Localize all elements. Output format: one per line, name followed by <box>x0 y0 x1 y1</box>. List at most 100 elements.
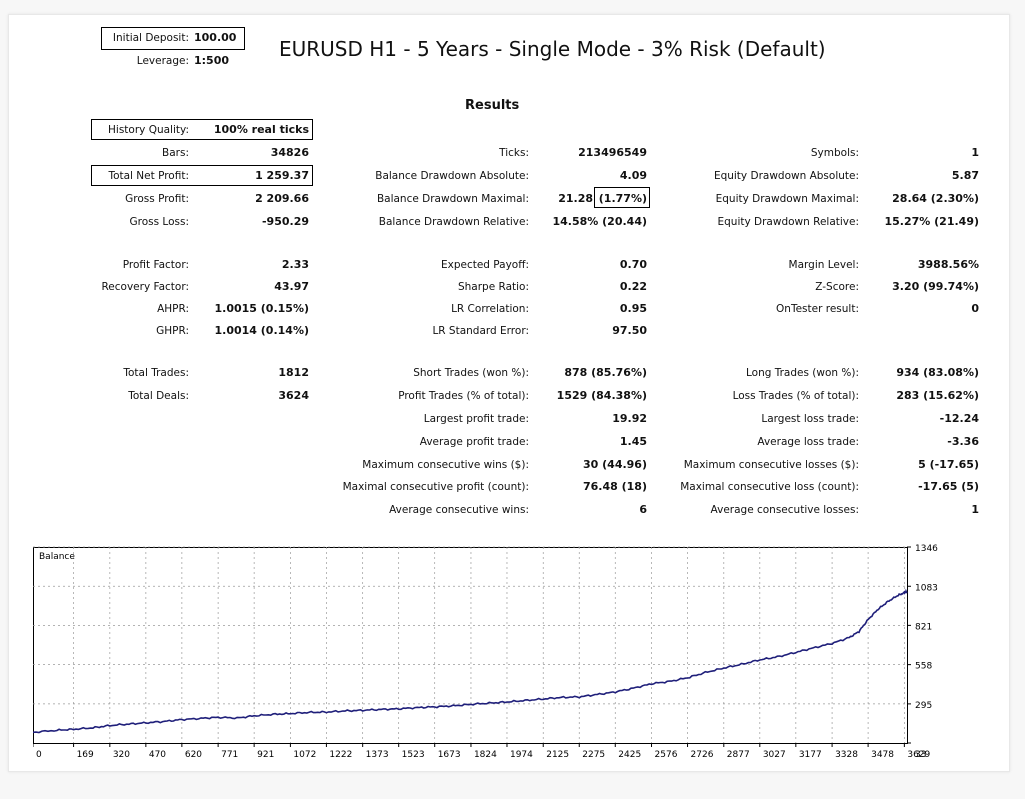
stat-label: Ticks: <box>499 147 529 159</box>
y-tick-label: 1346 <box>915 544 938 554</box>
stat-value: 28.64 (2.30%) <box>892 192 979 205</box>
x-tick-label: 921 <box>257 750 274 760</box>
stat-value: -950.29 <box>261 215 309 228</box>
stat-value: 934 (83.08%) <box>896 366 979 379</box>
stat-value: 6 <box>639 503 647 516</box>
stat-label: Equity Drawdown Absolute: <box>713 170 859 182</box>
stat-label: Average loss trade: <box>757 436 859 448</box>
x-tick-label: 169 <box>77 750 94 760</box>
stat-value: 100% real ticks <box>213 123 309 136</box>
x-tick-label: 2877 <box>727 750 750 760</box>
stat-value: -3.36 <box>947 435 979 448</box>
stat-value: 0.70 <box>619 258 647 271</box>
stat-label: Gross Profit: <box>125 193 189 205</box>
stat-label: Average profit trade: <box>419 436 529 448</box>
stat-value: 97.50 <box>612 324 647 337</box>
results-title: Results <box>465 98 520 113</box>
balance-dd-max-pct-box <box>594 187 650 208</box>
stat-label: Sharpe Ratio: <box>457 281 529 293</box>
stat-value: 3.20 (99.74%) <box>892 280 979 293</box>
x-tick-label: 320 <box>113 750 130 760</box>
stat-value-pct: (1.77%) <box>598 192 647 205</box>
stat-label: Bars: <box>162 147 189 159</box>
stat-value: 21.28 <box>558 192 593 205</box>
y-tick-label: 821 <box>915 622 932 632</box>
x-tick-label: 0 <box>36 750 42 760</box>
stat-value: 213496549 <box>578 146 647 159</box>
stat-label: Recovery Factor: <box>101 281 189 293</box>
x-tick-label: 771 <box>221 750 238 760</box>
stat-value: 0.95 <box>619 302 647 315</box>
stat-label: Expected Payoff: <box>440 259 529 271</box>
chart-frame <box>33 547 908 744</box>
stat-value: 0.22 <box>619 280 647 293</box>
stat-value: 2 209.66 <box>255 192 309 205</box>
stat-value: 1.0014 (0.14%) <box>214 324 310 337</box>
x-tick-label: 2726 <box>691 750 714 760</box>
y-tick-label: 295 <box>915 701 932 711</box>
stat-label: Largest profit trade: <box>423 413 529 425</box>
stat-value: 0 <box>971 302 979 315</box>
stat-value: 19.92 <box>612 412 647 425</box>
stat-label: Largest loss trade: <box>761 413 859 425</box>
x-tick-label: 1523 <box>402 750 425 760</box>
stat-label: Total Deals: <box>128 390 189 402</box>
stat-label: Total Trades: <box>123 367 189 379</box>
stat-value: 30 (44.96) <box>583 458 647 471</box>
stat-label: Maximum consecutive losses ($): <box>683 459 859 471</box>
x-tick-label: 1222 <box>329 750 352 760</box>
stat-value: 1812 <box>278 366 309 379</box>
stat-label: OnTester result: <box>776 303 859 315</box>
stat-label: Balance Drawdown Maximal: <box>376 193 529 205</box>
stat-value: 5 (-17.65) <box>918 458 979 471</box>
initial-deposit-box <box>101 27 245 50</box>
report-card: Initial Deposit: 100.00 Leverage: 1:500 … <box>8 14 1010 772</box>
stat-label: Average consecutive wins: <box>389 504 529 516</box>
stat-value: 1 <box>971 146 979 159</box>
page-title: EURUSD H1 - 5 Years - Single Mode - 3% R… <box>279 37 826 61</box>
stat-value: 34826 <box>270 146 309 159</box>
history-quality-box <box>91 119 313 140</box>
x-tick-label: 2576 <box>655 750 678 760</box>
stat-label: Gross Loss: <box>129 216 190 228</box>
stat-label: Average consecutive losses: <box>710 504 859 516</box>
stat-label: Z-Score: <box>815 281 859 293</box>
stat-label: LR Correlation: <box>451 303 529 315</box>
stat-value: -17.65 (5) <box>918 480 979 493</box>
stat-label: Equity Drawdown Relative: <box>717 216 859 228</box>
stat-label: Loss Trades (% of total): <box>732 390 859 402</box>
stat-label: Total Net Profit: <box>108 170 189 182</box>
stat-label: LR Standard Error: <box>432 325 529 337</box>
x-tick-label: 1673 <box>438 750 461 760</box>
stat-value: 1529 (84.38%) <box>556 389 647 402</box>
y-tick-label: 1083 <box>915 583 938 593</box>
stat-value: 14.58% (20.44) <box>552 215 648 228</box>
stat-label: Profit Trades (% of total): <box>398 390 529 402</box>
stat-label: GHPR: <box>156 325 189 337</box>
stat-label: Maximum consecutive wins ($): <box>362 459 529 471</box>
balance-series-line <box>33 588 908 734</box>
y-tick-label: 558 <box>915 662 932 672</box>
stat-value: 15.27% (21.49) <box>884 215 980 228</box>
stat-value: 5.87 <box>951 169 979 182</box>
stat-label: Balance Drawdown Relative: <box>378 216 529 228</box>
x-tick-label: 2125 <box>546 750 569 760</box>
stat-label: AHPR: <box>157 303 189 315</box>
stat-value: 1.45 <box>619 435 647 448</box>
stat-label: Margin Level: <box>788 259 859 271</box>
stat-value: 878 (85.76%) <box>564 366 647 379</box>
stat-label: Maximal consecutive profit (count): <box>342 481 529 493</box>
stat-label: Short Trades (won %): <box>413 367 529 379</box>
stat-value: 76.48 (18) <box>583 480 647 493</box>
x-tick-label: 1824 <box>474 750 497 760</box>
stat-label: Symbols: <box>810 147 859 159</box>
stat-value: 4.09 <box>619 169 647 182</box>
x-tick-label: 1974 <box>510 750 533 760</box>
x-tick-label: 470 <box>149 750 166 760</box>
stat-value: 3988.56% <box>917 258 979 271</box>
initial-deposit-value: 100.00 <box>194 31 237 44</box>
stat-label: Maximal consecutive loss (count): <box>680 481 859 493</box>
initial-deposit-label: Initial Deposit: <box>112 32 189 44</box>
x-tick-label: 3177 <box>799 750 822 760</box>
stat-value: 3624 <box>278 389 309 402</box>
